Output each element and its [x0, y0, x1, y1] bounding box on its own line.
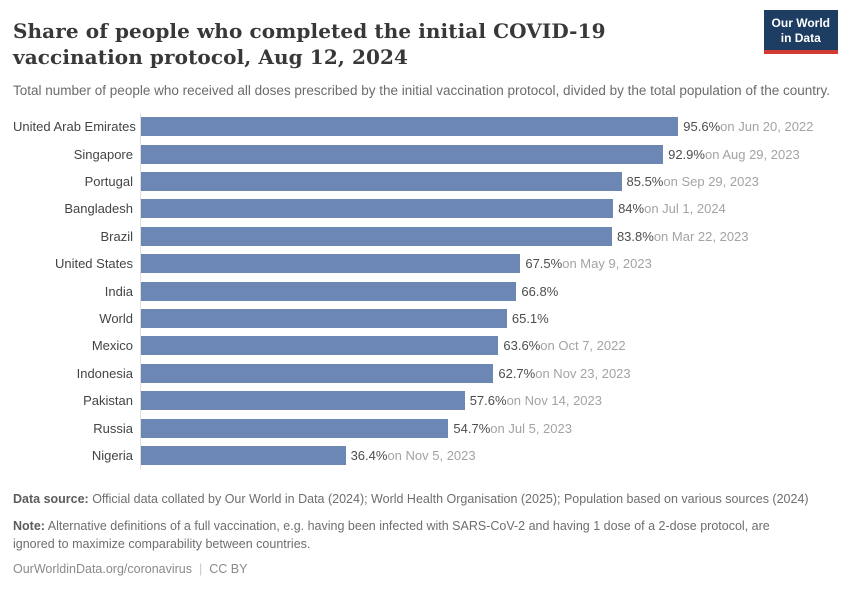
license-label: CC BY	[209, 562, 248, 577]
value-label: 67.5%	[525, 256, 563, 272]
country-label: Pakistan	[83, 393, 133, 409]
date-label: on Aug 29, 2023	[704, 146, 800, 162]
bar-track: 92.9% on Aug 29, 2023	[140, 140, 837, 168]
bar-row-singapore: Singapore 92.9% on Aug 29, 2023	[13, 140, 837, 168]
bar-row-india: India 66.8%	[13, 277, 837, 305]
bar[interactable]	[141, 144, 664, 164]
bar-row-indonesia: Indonesia 62.7% on Nov 23, 2023	[13, 359, 837, 387]
country-label: India	[104, 283, 133, 299]
date-label: on Nov 23, 2023	[535, 365, 631, 381]
owid-logo-line2: in Data	[780, 31, 821, 45]
value-label: 95.6%	[683, 119, 721, 135]
country-label: Indonesia	[76, 365, 133, 381]
bar-row-bangladesh: Bangladesh 84% on Jul 1, 2024	[13, 195, 837, 223]
footer-links: OurWorldinData.org/coronavirus | CC BY	[13, 562, 813, 576]
value-label: 84%	[618, 201, 645, 217]
country-label: United States	[54, 256, 133, 272]
country-label: Mexico	[91, 338, 133, 354]
footer-separator: |	[199, 562, 203, 577]
date-label: on Oct 7, 2022	[540, 338, 626, 354]
country-label: Bangladesh	[64, 201, 133, 217]
value-label: 83.8%	[616, 228, 654, 244]
date-label: on May 9, 2023	[562, 256, 652, 272]
date-label: on Nov 5, 2023	[387, 447, 476, 463]
country-label: Portugal	[84, 174, 133, 189]
bar-row-united-arab-emirates: United Arab Emirates 95.6% on Jun 20, 20…	[13, 113, 837, 141]
bar[interactable]	[141, 418, 449, 438]
bar-track: 65.1%	[140, 304, 837, 333]
bar[interactable]	[141, 226, 612, 246]
bar[interactable]	[141, 281, 517, 301]
value-label: 65.1%	[511, 310, 549, 326]
bar[interactable]	[141, 117, 679, 137]
date-label: on Jun 20, 2022	[720, 119, 814, 135]
bar-row-world: World 65.1%	[13, 304, 837, 333]
country-label: United Arab Emirates	[13, 119, 136, 135]
bar-track: 63.6% on Oct 7, 2022	[140, 332, 837, 360]
bar-chart: United Arab Emirates 95.6% on Jun 20, 20…	[13, 113, 837, 470]
note-label: Note:	[13, 519, 45, 534]
bar-track: 83.8% on Mar 22, 2023	[140, 222, 837, 250]
value-label: 85.5%	[626, 174, 664, 189]
note-text: Alternative definitions of a full vaccin…	[13, 519, 770, 552]
value-label: 66.8%	[521, 283, 559, 299]
bar-track: 66.8%	[140, 277, 837, 305]
bar-track: 57.6% on Nov 14, 2023	[140, 386, 837, 415]
bar[interactable]	[141, 254, 521, 274]
data-source-line: Data source: Official data collated by O…	[13, 490, 813, 508]
bar-track: 95.6% on Jun 20, 2022	[140, 113, 837, 141]
value-label: 54.7%	[453, 420, 491, 436]
bar-row-portugal: Portugal 85.5% on Sep 29, 2023	[13, 167, 837, 196]
bar[interactable]	[141, 172, 622, 191]
bar[interactable]	[141, 308, 507, 328]
bar[interactable]	[141, 391, 465, 411]
value-label: 62.7%	[498, 365, 536, 381]
date-label: on Sep 29, 2023	[663, 174, 759, 189]
date-label: on Jul 1, 2024	[644, 201, 726, 217]
owid-logo-line1: Our World	[771, 16, 830, 30]
note-line: Note: Alternative definitions of a full …	[13, 517, 813, 553]
bar-track: 62.7% on Nov 23, 2023	[140, 359, 837, 387]
bar-row-nigeria: Nigeria 36.4% on Nov 5, 2023	[13, 441, 837, 470]
value-label: 36.4%	[350, 447, 388, 463]
bar-track: 36.4% on Nov 5, 2023	[140, 441, 837, 470]
bar[interactable]	[141, 336, 499, 356]
owid-coronavirus-link[interactable]: OurWorldinData.org/coronavirus	[13, 562, 193, 577]
bar[interactable]	[141, 199, 614, 219]
bar-row-pakistan: Pakistan 57.6% on Nov 14, 2023	[13, 386, 837, 415]
bar-track: 85.5% on Sep 29, 2023	[140, 167, 837, 196]
date-label: on Jul 5, 2023	[490, 420, 572, 436]
bar-row-russia: Russia 54.7% on Jul 5, 2023	[13, 414, 837, 442]
country-label: Russia	[93, 420, 133, 436]
data-source-text: Official data collated by Our World in D…	[88, 492, 809, 507]
bar-track: 54.7% on Jul 5, 2023	[140, 414, 837, 442]
owid-logo[interactable]: Our World in Data	[763, 10, 838, 54]
chart-subtitle: Total number of people who received all …	[13, 82, 830, 98]
bar-track: 84% on Jul 1, 2024	[140, 195, 837, 223]
value-label: 57.6%	[469, 393, 507, 409]
value-label: 63.6%	[503, 338, 541, 354]
bar-row-united-states: United States 67.5% on May 9, 2023	[13, 249, 837, 278]
country-label: Brazil	[100, 228, 133, 244]
country-label: World	[99, 310, 133, 326]
bar-row-brazil: Brazil 83.8% on Mar 22, 2023	[13, 222, 837, 250]
date-label: on Mar 22, 2023	[653, 228, 749, 244]
country-label: Singapore	[73, 146, 133, 162]
bar[interactable]	[141, 363, 494, 383]
chart-title: Share of people who completed the initia…	[13, 19, 606, 70]
bar[interactable]	[141, 445, 346, 465]
bar-row-mexico: Mexico 63.6% on Oct 7, 2022	[13, 332, 837, 360]
chart-footer: Data source: Official data collated by O…	[13, 490, 813, 576]
bar-track: 67.5% on May 9, 2023	[140, 249, 837, 278]
date-label: on Nov 14, 2023	[506, 393, 602, 409]
data-source-label: Data source:	[13, 492, 89, 507]
country-label: Nigeria	[91, 447, 133, 463]
value-label: 92.9%	[668, 146, 705, 162]
